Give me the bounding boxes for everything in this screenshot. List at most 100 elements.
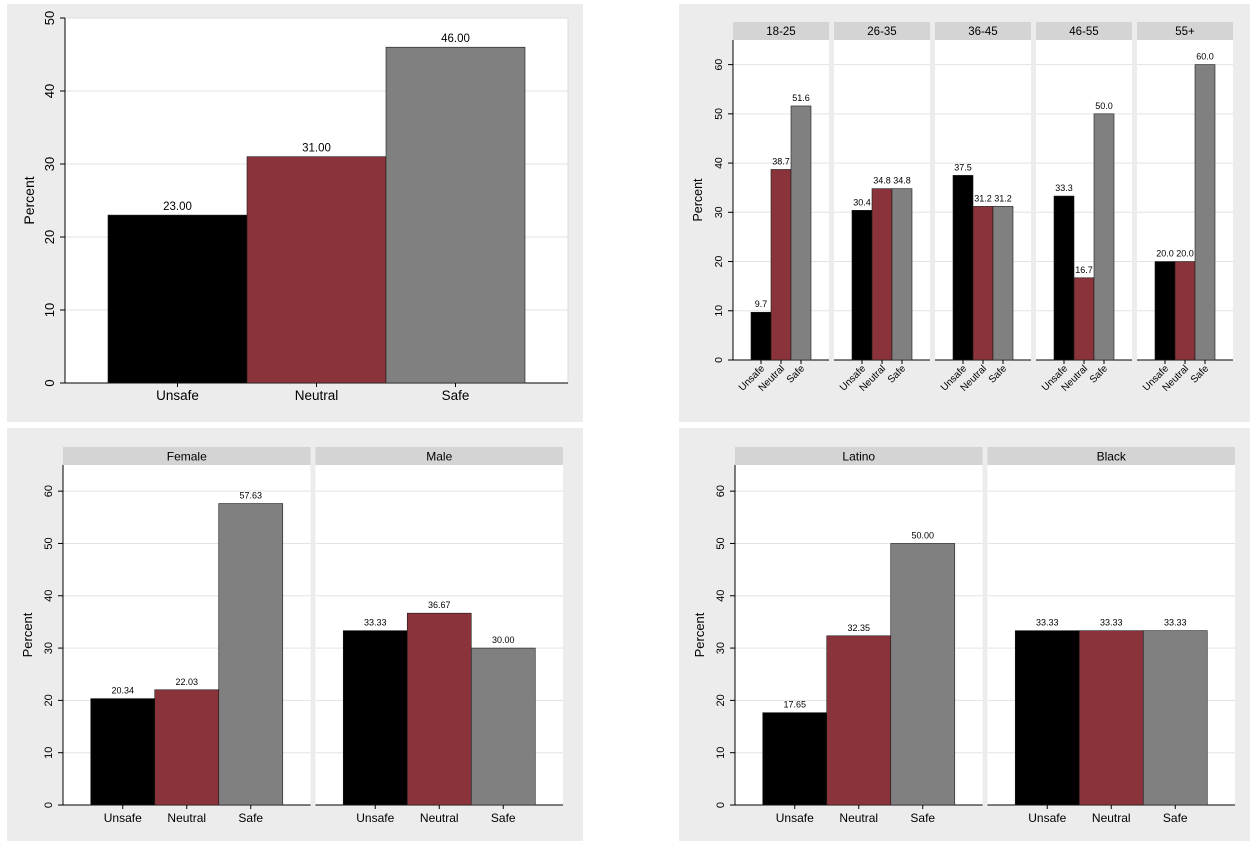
data-label: 20.0 [1156,249,1174,259]
y-tick-label: 0 [42,379,57,386]
data-label: 46.00 [441,33,470,45]
y-axis: 0 10 20 30 40 50 Percent [21,11,66,387]
y-tick-label: 40 [43,590,55,602]
data-label: 33.3 [1055,183,1073,193]
data-label: 31.00 [302,143,331,155]
chart-block-2: 18-259.7Unsafe38.7Neutral51.6Safe26-3530… [679,4,1250,422]
y-tick-label: 50 [713,108,725,120]
facet-panel: Male 33.33 Unsafe 36.67 Neutral 30.00 Safe [315,447,563,825]
data-label: 31.2 [994,193,1012,203]
y-tick-label: 0 [43,802,55,808]
y-axis: 0 10 20 30 40 50 60 Percent [691,40,734,363]
facet-panel: Female 20.34 Unsafe 22.03 Neutral 57.63 Safe [63,447,311,825]
y-tick-label: 10 [43,747,55,759]
facet-label: Black [1097,449,1127,463]
bar-safe [385,46,526,384]
bar-neutral [154,689,220,806]
bar-safe [218,503,284,806]
bar-unsafe [750,311,772,361]
facet-label: 18-25 [766,26,795,38]
data-label: 20.34 [111,686,134,696]
data-label: 32.35 [847,623,870,633]
facet-label: 46-55 [1069,26,1098,38]
facet-label: Male [426,449,452,463]
bar-neutral [1073,277,1095,361]
data-label: 30.00 [492,635,515,645]
x-tick-label: Unsafe [156,388,199,403]
facet-panel: 23.00 Unsafe 31.00 Neutral 46.00 Safe [65,17,569,403]
y-tick-label: 10 [42,303,57,317]
data-label: 23.00 [163,201,192,213]
facet-panel: Black 33.33 Unsafe 33.33 Neutral 33.33 Safe [987,447,1235,825]
y-tick-label: 60 [713,59,725,71]
data-label: 37.5 [954,162,972,172]
facet-label: Female [167,449,207,463]
data-label: 34.8 [893,176,911,186]
y-tick-label: 0 [715,802,727,808]
x-tick-label: Neutral [295,388,339,403]
x-tick-label: Neutral [1092,811,1131,825]
data-label: 30.4 [853,197,871,207]
y-tick-label: 30 [42,157,57,171]
bar-neutral [1174,261,1196,361]
x-tick-label: Safe [1163,811,1188,825]
bar-safe [470,647,536,806]
y-tick-label: 20 [713,256,725,268]
data-label: 33.33 [1100,618,1123,628]
y-tick-label: 40 [715,590,727,602]
y-axis-title: Percent [692,612,707,657]
data-label: 33.33 [364,618,387,628]
y-tick-label: 50 [715,537,727,549]
y-tick-label: 50 [42,11,57,25]
bar-unsafe [762,712,828,806]
data-label: 16.7 [1075,265,1093,275]
bar-safe [992,206,1014,361]
y-axis: 0 10 20 30 40 50 60 Percent [692,465,736,808]
facet-strip [935,22,1031,40]
facet-strip [735,447,983,465]
data-label: 57.63 [239,491,262,501]
bar-neutral [246,156,387,384]
x-tick-label: Neutral [167,811,206,825]
data-label: 60.0 [1196,52,1214,62]
facet-label: 36-45 [968,26,997,38]
y-tick-label: 30 [715,642,727,654]
chart-block-1: 23.00 Unsafe 31.00 Neutral 46.00 Safe 0 10 20 30 4… [7,4,583,422]
bar-safe [1093,113,1115,361]
data-label: 9.7 [755,299,768,309]
y-tick-label: 20 [43,694,55,706]
bar-neutral [406,612,472,806]
y-tick-label: 40 [42,84,57,98]
x-tick-label: Unsafe [356,811,394,825]
x-tick-label: Safe [238,811,263,825]
facet-panel: Latino 17.65 Unsafe 32.35 Neutral 50.00 Safe [735,447,983,825]
y-axis-title: Percent [21,176,37,224]
bar-neutral [1078,630,1144,806]
y-tick-label: 20 [42,230,57,244]
bar-unsafe [1154,261,1176,361]
facet-strip [1036,22,1132,40]
y-tick-label: 20 [715,694,727,706]
data-label: 38.7 [772,156,790,166]
bar-unsafe [1014,630,1080,806]
bar-unsafe [342,630,408,806]
facet-label: 26-35 [867,26,896,38]
facet-label: 55+ [1175,26,1195,38]
x-tick-label: Neutral [839,811,878,825]
y-tick-label: 0 [713,357,725,363]
bar-unsafe [952,175,974,361]
y-tick-label: 10 [715,747,727,759]
data-label: 33.33 [1036,618,1059,628]
x-tick-label: Safe [491,811,516,825]
bar-unsafe [107,214,248,384]
y-tick-label: 30 [43,642,55,654]
y-tick-label: 60 [43,485,55,497]
x-tick-label: Safe [442,388,470,403]
chart-block-3: Female 20.34 Unsafe 22.03 Neutral 57.63 Safe Ma… [7,428,583,841]
bar-safe [790,105,812,361]
x-tick-label: Safe [910,811,935,825]
data-label: 22.03 [175,677,198,687]
